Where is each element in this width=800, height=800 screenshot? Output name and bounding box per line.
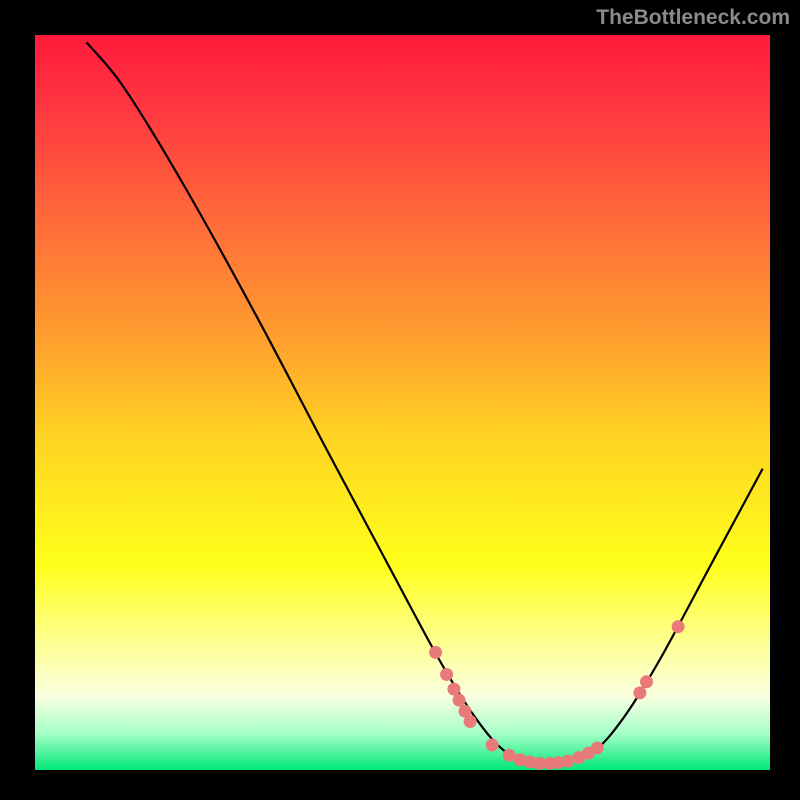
bottleneck-curve xyxy=(86,42,762,764)
data-marker xyxy=(640,675,653,688)
data-marker xyxy=(447,683,460,696)
marker-group xyxy=(429,620,685,770)
data-marker xyxy=(561,755,574,768)
data-marker xyxy=(672,620,685,633)
data-marker xyxy=(453,694,466,707)
data-marker xyxy=(486,739,499,752)
plot-area xyxy=(35,35,770,770)
data-marker xyxy=(633,686,646,699)
watermark-text: TheBottleneck.com xyxy=(596,6,790,30)
data-marker xyxy=(440,668,453,681)
data-marker xyxy=(591,741,604,754)
data-marker xyxy=(464,715,477,728)
chart-svg xyxy=(35,35,770,770)
data-marker xyxy=(429,646,442,659)
